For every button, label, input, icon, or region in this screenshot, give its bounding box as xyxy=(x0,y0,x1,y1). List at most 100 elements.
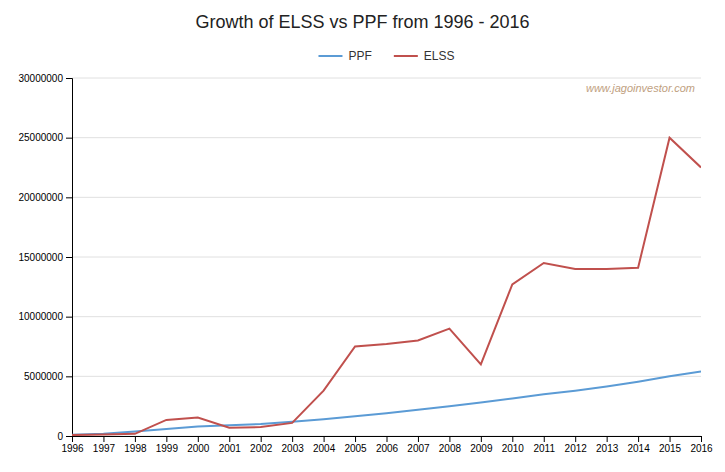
plot: 1996 1997 1998 1999 2000 2001 2002 2003 2004 2005… xyxy=(19,73,714,454)
tick: 2003 xyxy=(282,436,305,454)
tick-mark xyxy=(66,376,72,377)
tick-mark xyxy=(66,436,72,437)
tick: 2000 xyxy=(187,436,210,454)
tick: 1998 xyxy=(124,436,147,454)
tick: 30000000 xyxy=(19,73,73,84)
tick-mark xyxy=(229,436,230,442)
tick-mark xyxy=(512,436,513,442)
tick-label: 2014 xyxy=(627,443,650,454)
legend-swatch xyxy=(318,55,342,57)
tick-mark xyxy=(418,436,419,442)
tick-mark xyxy=(324,436,325,442)
tick: 1997 xyxy=(93,436,116,454)
tick-mark xyxy=(135,436,136,442)
tick-label: 20000000 xyxy=(19,192,64,203)
axis-line xyxy=(73,437,702,443)
tick-mark xyxy=(166,436,167,442)
grid-line xyxy=(72,316,701,317)
series-line xyxy=(72,138,701,435)
tick-label: 1998 xyxy=(124,443,147,454)
grid-line xyxy=(72,78,701,79)
tick-label: 0 xyxy=(57,431,63,442)
marks xyxy=(72,138,701,435)
legend-item: PPF xyxy=(318,49,371,63)
tick: 20000000 xyxy=(19,192,73,203)
tick-mark xyxy=(575,436,576,442)
grid-line xyxy=(72,257,701,258)
tick-label: 2002 xyxy=(250,443,273,454)
grid-line xyxy=(72,197,701,198)
legend: PPF ELSS xyxy=(318,49,454,63)
tick-mark xyxy=(66,138,72,139)
y-axis: 0 5000000 10000000 15000000 20000000 25000000… xyxy=(19,73,73,442)
grid-line xyxy=(72,376,701,377)
series-line xyxy=(72,372,701,435)
tick-label: 25000000 xyxy=(19,132,64,143)
tick-mark xyxy=(449,436,450,442)
legend-label: ELSS xyxy=(424,49,455,63)
annotation: www.jagoinvestor.com xyxy=(586,82,695,94)
title: Growth of ELSS vs PPF from 1996 - 2016 xyxy=(195,12,529,32)
tick: 2002 xyxy=(250,436,273,454)
tick-label: 1999 xyxy=(156,443,179,454)
axis-line xyxy=(66,79,73,437)
grid-line xyxy=(72,137,701,138)
tick: 2007 xyxy=(407,436,430,454)
tick-label: 2005 xyxy=(344,443,367,454)
tick-label: 2007 xyxy=(407,443,430,454)
tick-mark xyxy=(261,436,262,442)
legend-item: ELSS xyxy=(394,49,455,63)
tick: 2014 xyxy=(627,436,650,454)
tick: 25000000 xyxy=(19,132,73,143)
tick-mark xyxy=(638,436,639,442)
chart: Growth of ELSS vs PPF from 1996 - 2016 19… xyxy=(0,0,725,472)
grid xyxy=(72,78,701,436)
tick-mark xyxy=(66,78,72,79)
tick-mark xyxy=(103,436,104,442)
tick-label: 2003 xyxy=(282,443,305,454)
tick-label: 15000000 xyxy=(19,252,64,263)
legend-swatch xyxy=(394,55,418,57)
tick-mark xyxy=(544,436,545,442)
tick: 2016 xyxy=(690,436,713,454)
tick-label: 2012 xyxy=(565,443,588,454)
tick: 2012 xyxy=(565,436,588,454)
tick-label: 2010 xyxy=(502,443,525,454)
tick: 2005 xyxy=(344,436,367,454)
tick-label: 30000000 xyxy=(19,73,64,84)
tick-mark xyxy=(198,436,199,442)
tick-mark xyxy=(481,436,482,442)
tick-mark xyxy=(66,317,72,318)
tick-label: 2001 xyxy=(219,443,242,454)
tick: 2008 xyxy=(439,436,462,454)
tick-label: 1996 xyxy=(61,443,84,454)
tick: 2010 xyxy=(502,436,525,454)
legend-label: PPF xyxy=(348,49,371,63)
tick: 15000000 xyxy=(19,252,73,263)
tick-mark xyxy=(292,436,293,442)
tick-label: 2008 xyxy=(439,443,462,454)
tick-mark xyxy=(66,197,72,198)
tick-label: 2013 xyxy=(596,443,619,454)
tick-label: 2015 xyxy=(659,443,682,454)
tick-mark xyxy=(607,436,608,442)
tick: 2013 xyxy=(596,436,619,454)
tick: 2011 xyxy=(533,436,555,454)
tick: 1999 xyxy=(156,436,179,454)
tick-label: 2004 xyxy=(313,443,336,454)
tick-label: 2006 xyxy=(376,443,399,454)
tick: 1996 xyxy=(61,436,84,454)
tick-label: 5000000 xyxy=(24,371,63,382)
tick-label: 10000000 xyxy=(19,311,64,322)
tick: 2004 xyxy=(313,436,336,454)
tick-label: 2016 xyxy=(690,443,713,454)
tick-mark xyxy=(355,436,356,442)
tick: 2015 xyxy=(659,436,682,454)
tick: 2001 xyxy=(219,436,242,454)
tick-label: 2011 xyxy=(533,443,555,454)
tick-mark xyxy=(387,436,388,442)
tick: 5000000 xyxy=(24,371,72,382)
tick-label: 2000 xyxy=(187,443,210,454)
tick: 0 xyxy=(57,431,72,442)
tick: 2006 xyxy=(376,436,399,454)
